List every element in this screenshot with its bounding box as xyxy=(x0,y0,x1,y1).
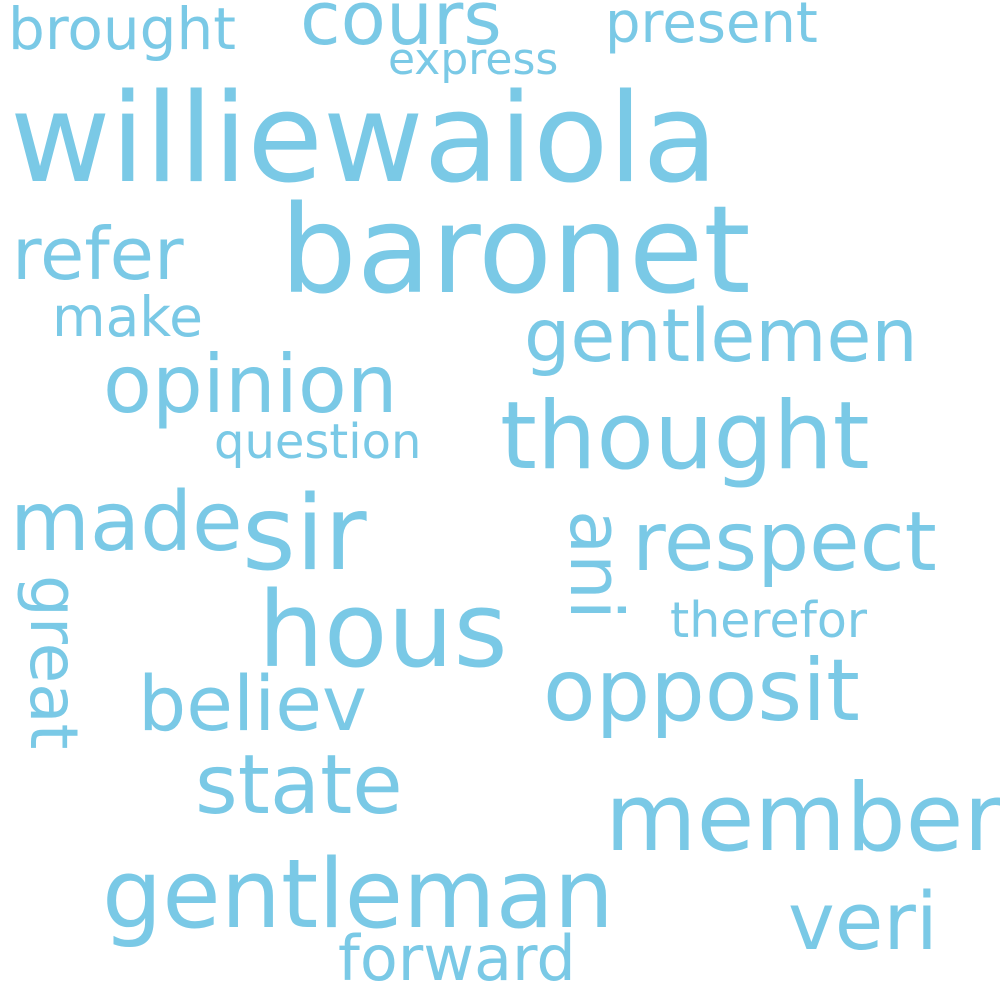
word-believ: believ xyxy=(138,659,367,748)
word-ani: ani xyxy=(554,510,638,620)
word-forward: forward xyxy=(338,922,576,995)
word-veri: veri xyxy=(788,876,938,968)
word-therefor: therefor xyxy=(670,592,868,649)
word-respect: respect xyxy=(632,495,937,590)
word-make: make xyxy=(52,285,204,349)
word-opposit: opposit xyxy=(543,641,860,741)
word-state: state xyxy=(195,738,403,833)
word-baronet: baronet xyxy=(280,180,751,321)
word-member: member xyxy=(605,764,1000,873)
word-express: express xyxy=(388,34,559,85)
word-brought: brought xyxy=(8,0,236,63)
word-cours: cours xyxy=(300,0,502,62)
word-thought: thought xyxy=(500,382,870,491)
word-sir: sir xyxy=(242,474,367,594)
word-williewaiola: williewaiola xyxy=(10,68,718,211)
word-hous: hous xyxy=(258,569,508,691)
word-question: question xyxy=(214,414,422,470)
word-great: great xyxy=(15,575,92,750)
word-gentlemen: gentlemen xyxy=(524,294,918,379)
word-opinion: opinion xyxy=(103,338,398,431)
word-refer: refer xyxy=(12,212,184,296)
word-present: present xyxy=(605,0,818,56)
word-made: made xyxy=(10,475,243,570)
word-gentleman: gentleman xyxy=(102,840,615,950)
